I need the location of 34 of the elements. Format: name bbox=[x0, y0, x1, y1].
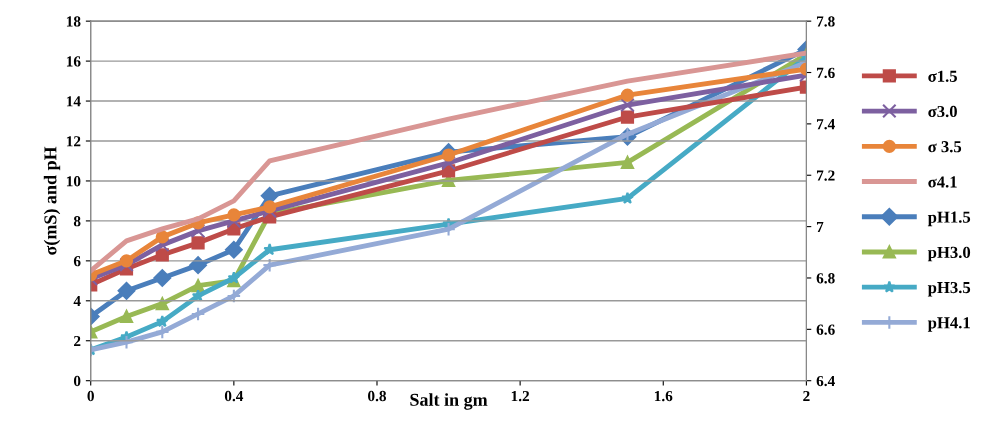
y-axis-title: σ(mS) and pH bbox=[43, 146, 61, 255]
legend-label: pH1.5 bbox=[927, 211, 971, 227]
x-tick-label: 1.6 bbox=[654, 390, 673, 402]
y2-tick-label: 7.8 bbox=[817, 16, 835, 27]
y2-tick-label: 7.4 bbox=[817, 119, 835, 130]
y-tick-label: 0 bbox=[73, 375, 81, 387]
legend-label: pH4.1 bbox=[927, 317, 970, 332]
x-axis-title: Salt in gm bbox=[410, 393, 488, 410]
y-tick-label: 8 bbox=[73, 216, 81, 227]
legend-label: σ 3.5 bbox=[928, 141, 962, 153]
x-tick-label: 0.8 bbox=[368, 390, 387, 402]
y2-tick-label: 7.2 bbox=[817, 170, 835, 181]
y-tick-label: 18 bbox=[66, 16, 81, 27]
y-tick-label: 12 bbox=[66, 136, 81, 147]
y2-tick-label: 6.8 bbox=[816, 273, 835, 284]
y2-tick-label: 6.4 bbox=[816, 375, 835, 387]
legend-label: pH3.0 bbox=[927, 246, 971, 262]
legend-label: σ4.1 bbox=[928, 176, 957, 188]
legend-label: σ1.5 bbox=[928, 70, 957, 82]
y-tick-label: 4 bbox=[73, 296, 81, 307]
y-tick-label: 14 bbox=[66, 96, 81, 107]
y2-tick-label: 7 bbox=[817, 221, 824, 232]
y2-tick-label: 6.6 bbox=[816, 324, 835, 335]
legend-label: pH3.5 bbox=[927, 281, 971, 297]
y-tick-label: 10 bbox=[66, 176, 81, 187]
y-tick-label: 16 bbox=[66, 56, 81, 67]
x-tick-label: 0 bbox=[87, 390, 94, 402]
y2-tick-label: 7.6 bbox=[817, 67, 835, 79]
x-tick-label: 1.2 bbox=[511, 390, 530, 402]
y-tick-label: 2 bbox=[74, 335, 81, 347]
legend-label: σ3.0 bbox=[928, 105, 957, 118]
x-tick-label: 0.4 bbox=[224, 390, 244, 402]
y-tick-label: 6 bbox=[73, 256, 81, 267]
x-tick-label: 2 bbox=[803, 390, 810, 402]
